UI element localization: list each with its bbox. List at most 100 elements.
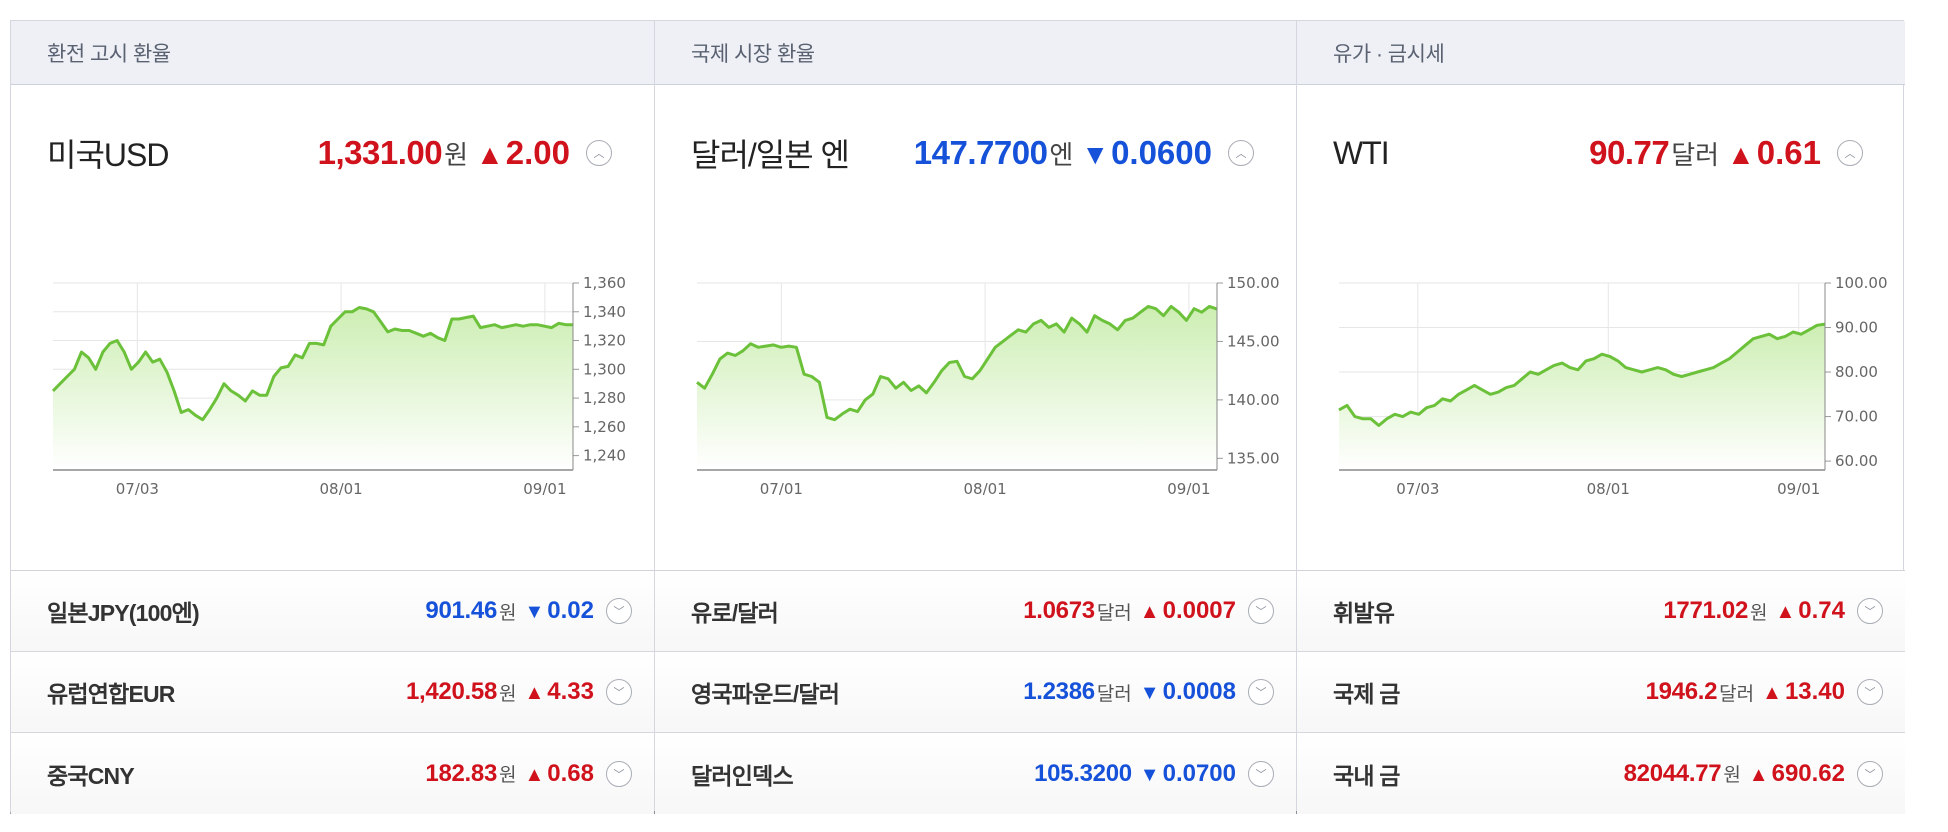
x-tick-label: 09/01 [1167,480,1210,495]
quote-row[interactable]: 유로/달러 1.0673 달러 ▲ 0.0007 ﹀ [655,571,1296,652]
main-quote-unit: 엔 [1049,139,1074,170]
quote-name[interactable]: 국제 금 [1333,681,1400,707]
main-quote-name[interactable]: 미국USD [47,137,169,173]
quote-name[interactable]: 유럽연합EUR [47,681,175,707]
x-tick-label: 08/01 [963,480,1006,495]
quote-unit: 원 [499,683,517,705]
y-tick-label: 1,280 [583,389,626,407]
up-triangle-icon: ▲ [524,682,545,704]
expand-chevron-icon[interactable]: ﹀ [1857,598,1883,624]
y-tick-label: 1,260 [583,418,626,436]
quote-name[interactable]: 일본JPY(100엔) [47,600,200,626]
quote-row[interactable]: 국제 금 1946.2 달러 ▲ 13.40 ﹀ [1297,652,1905,733]
quote-change: ▼ 0.0700 [1140,760,1236,788]
quote-change-value: 13.40 [1784,678,1845,705]
expand-chevron-icon[interactable]: ﹀ [606,679,632,705]
main-quote-value: 1,331.00 [317,134,443,171]
column-title[interactable]: 환전 고시 환율 [47,42,171,66]
expand-chevron-icon[interactable]: ﹀ [1857,760,1883,787]
main-quote[interactable]: 달러/일본 엔 147.7700 엔 ▼0.0600 ︿ [691,123,1254,183]
y-tick-label: 1,320 [583,332,626,350]
column-title[interactable]: 국제 시장 환율 [691,42,815,66]
quote-change-value: 0.68 [547,759,594,787]
quote-value: 1946.2 [1645,678,1718,705]
quote-unit: 달러 [1719,683,1755,705]
quote-row[interactable]: 국내 금 82044.77 원 ▲ 690.62 ﹀ [1297,733,1905,814]
intl-column: 국제 시장 환율 달러/일본 엔 147.7700 엔 ▼0.0600 ︿ 15… [655,21,1297,814]
down-triangle-icon: ▼ [1139,763,1160,786]
up-triangle-icon: ▲ [1775,601,1796,623]
quote-unit: 원 [1750,602,1768,624]
main-quote-unit: 원 [444,139,469,170]
y-tick-label: 100.00 [1835,274,1888,292]
quote-row[interactable]: 일본JPY(100엔) 901.46 원 ▼ 0.02 ﹀ [11,571,654,652]
main-quote-value: 90.77 [1589,134,1670,171]
y-tick-label: 1,340 [583,303,626,321]
quote-name[interactable]: 휘발유 [1333,600,1395,626]
quote-value: 1.2386 [1023,678,1095,705]
quote-change-value: 0.02 [547,597,594,624]
quote-change: ▲ 0.68 [524,760,594,788]
y-tick-label: 80.00 [1835,363,1878,381]
main-quote[interactable]: 미국USD 1,331.00 원 ▲2.00 ︿ [47,123,612,183]
x-tick-label: 09/01 [1777,480,1820,495]
main-quote-name[interactable]: 달러/일본 엔 [691,137,850,173]
y-tick-label: 1,300 [583,360,626,378]
quote-change: ▲ 4.33 [524,678,594,706]
column-header[interactable]: 환전 고시 환율 [11,21,654,85]
quote-change-value: 0.74 [1798,597,1845,624]
quote-row[interactable]: 달러인덱스 105.3200 ▼ 0.0700 ﹀ [655,733,1296,814]
main-quote-name[interactable]: WTI [1333,134,1390,171]
quote-list: 휘발유 1771.02 원 ▲ 0.74 ﹀ 국제 금 1946.2 달러 ▲ 13… [1297,571,1905,814]
main-quote-unit: 달러 [1671,139,1720,170]
x-tick-label: 07/03 [1396,480,1439,495]
main-quote-change: ▼0.0600 [1081,134,1212,172]
quote-value: 1.0673 [1023,597,1095,624]
quote-value: 901.46 [425,597,497,624]
y-tick-label: 60.00 [1835,452,1878,470]
exchange-column: 환전 고시 환율 미국USD 1,331.00 원 ▲2.00 ︿ 1,360 1… [11,21,655,814]
down-triangle-icon: ▼ [1081,139,1110,170]
quote-change: ▲ 0.74 [1775,597,1845,625]
x-tick-label: 09/01 [523,480,566,495]
main-quote[interactable]: WTI 90.77 달러 ▲0.61 ︿ [1333,123,1863,183]
series-line [696,304,1218,422]
column-header[interactable]: 유가 · 금시세 [1297,21,1905,85]
up-triangle-icon: ▲ [1139,601,1160,623]
quote-change-value: 0.0008 [1162,678,1236,705]
expand-chevron-icon[interactable]: ﹀ [1857,679,1883,705]
quote-row[interactable]: 휘발유 1771.02 원 ▲ 0.74 ﹀ [1297,571,1905,652]
quote-name[interactable]: 중국CNY [47,762,135,789]
up-triangle-icon: ▲ [1748,763,1769,786]
price-chart: 150.00 145.00 140.00 135.00 07/01 08/01 09/01 [696,274,1280,495]
expand-chevron-icon[interactable]: ﹀ [1248,679,1274,705]
quote-unit: 원 [499,602,517,624]
collapse-chevron-icon[interactable]: ︿ [1837,140,1863,166]
column-header[interactable]: 국제 시장 환율 [655,21,1296,85]
quote-name[interactable]: 달러인덱스 [691,762,794,789]
x-tick-label: 07/03 [116,480,159,495]
quote-row[interactable]: 영국파운드/달러 1.2386 달러 ▼ 0.0008 ﹀ [655,652,1296,733]
quote-name[interactable]: 영국파운드/달러 [691,681,840,707]
up-triangle-icon: ▲ [1762,682,1782,704]
expand-chevron-icon[interactable]: ﹀ [1248,598,1274,624]
price-chart: 1,360 1,340 1,320 1,300 1,280 1,260 1,240 07/03… [51,274,626,495]
collapse-chevron-icon[interactable]: ︿ [586,140,612,166]
expand-chevron-icon[interactable]: ﹀ [606,760,632,787]
expand-chevron-icon[interactable]: ﹀ [606,598,632,624]
series-area [53,307,573,470]
quote-unit: 원 [1723,765,1741,786]
quote-row[interactable]: 중국CNY 182.83 원 ▲ 0.68 ﹀ [11,733,654,814]
y-tick-label: 90.00 [1835,319,1878,337]
quote-change-value: 690.62 [1771,759,1845,787]
quote-name[interactable]: 국내 금 [1333,762,1400,789]
x-tick-label: 08/01 [1587,480,1630,495]
collapse-chevron-icon[interactable]: ︿ [1228,140,1254,166]
expand-chevron-icon[interactable]: ﹀ [1248,760,1274,787]
column-title[interactable]: 유가 · 금시세 [1333,42,1445,66]
quote-row[interactable]: 유럽연합EUR 1,420.58 원 ▲ 4.33 ﹀ [11,652,654,733]
quote-name[interactable]: 유로/달러 [691,600,779,626]
quote-change: ▼ 0.0008 [1140,678,1236,706]
y-tick-label: 150.00 [1227,274,1280,292]
up-triangle-icon: ▲ [1727,139,1755,170]
